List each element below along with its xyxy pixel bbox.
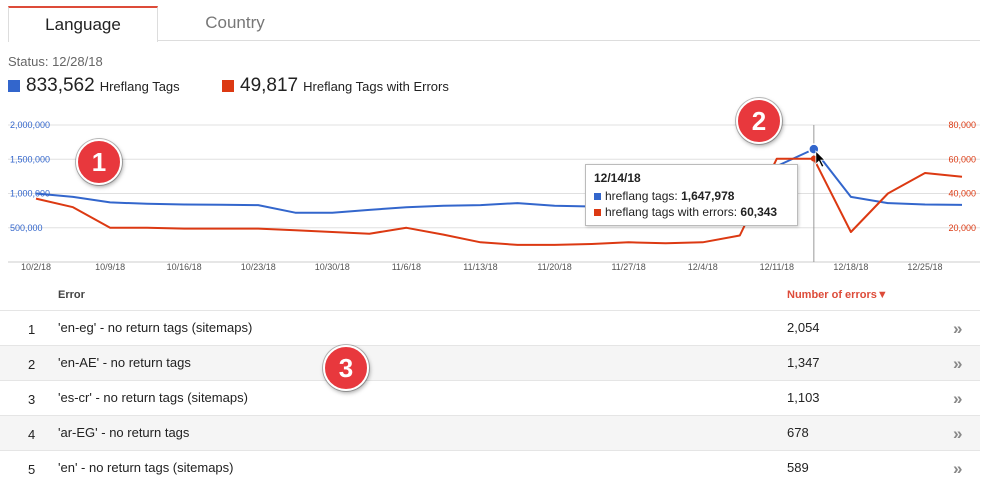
right-axis-tick-label: 40,000 <box>948 189 976 199</box>
x-axis-tick-label: 10/9/18 <box>95 262 125 272</box>
x-axis-tick-label: 12/4/18 <box>688 262 718 272</box>
legend-hreflang-tags[interactable]: 833,562 Hreflang Tags <box>8 74 180 98</box>
left-axis-tick-label: 1,000,000 <box>10 189 50 199</box>
row-index: 2 <box>28 357 36 372</box>
x-axis-tick-label: 11/20/18 <box>537 262 571 272</box>
table-row[interactable]: 1 'en-eg' - no return tags (sitemaps) 2,… <box>0 310 980 345</box>
table-row[interactable]: 4 'ar-EG' - no return tags 678 » <box>0 415 980 450</box>
row-error-count: 589 <box>787 460 809 475</box>
highlight-point-hreflang-errors <box>810 155 817 162</box>
double-chevron-right-icon[interactable]: » <box>953 354 963 373</box>
tooltip-value-tags: 1,647,978 <box>681 189 735 203</box>
legend-label-hreflang-errors: Hreflang Tags with Errors <box>303 78 449 94</box>
row-index: 5 <box>28 462 36 477</box>
series-line-hreflang-errors <box>35 157 963 246</box>
double-chevron-right-icon[interactable]: » <box>953 424 963 443</box>
row-index: 4 <box>28 427 36 442</box>
x-axis-tick-label: 12/18/18 <box>833 262 868 272</box>
right-axis-tick-label: 80,000 <box>948 120 976 130</box>
double-chevron-right-icon[interactable]: » <box>953 319 963 338</box>
hreflang-line-chart[interactable]: 2,000,000 80,000 1,500,000 60,000 1,000,000 4… <box>0 110 990 280</box>
row-error-count: 1,103 <box>787 390 820 405</box>
tab-country[interactable]: Country <box>205 13 265 32</box>
tooltip-row-tags: hreflang tags: 1,647,978 <box>594 189 789 203</box>
left-axis-tick-label: 2,000,000 <box>10 120 50 130</box>
tooltip-label-errors: hreflang tags with errors: <box>605 205 738 219</box>
tooltip-row-errors: hreflang tags with errors: 60,343 <box>594 205 789 219</box>
legend-swatch-blue <box>8 80 20 92</box>
chart-tooltip: 12/14/18 hreflang tags: 1,647,978 hrefla… <box>585 164 798 226</box>
row-error-count: 2,054 <box>787 320 820 335</box>
left-axis-tick-label: 500,000 <box>10 223 43 233</box>
tooltip-swatch-blue <box>594 192 601 200</box>
row-error: 'es-cr' - no return tags (sitemaps) <box>58 390 248 405</box>
x-axis-tick-label: 10/23/18 <box>241 262 276 272</box>
row-error: 'en-eg' - no return tags (sitemaps) <box>58 320 253 335</box>
total-hreflang-errors: 49,817 <box>240 75 299 96</box>
column-header-number-of-errors[interactable]: Number of errors▼ <box>787 289 888 301</box>
x-axis-tick-label: 10/30/18 <box>315 262 350 272</box>
row-index: 1 <box>28 322 36 337</box>
total-hreflang-tags: 833,562 <box>26 75 95 96</box>
table-row[interactable]: 2 'en-AE' - no return tags 1,347 » <box>0 345 980 380</box>
legend-hreflang-errors[interactable]: 49,817 Hreflang Tags with Errors <box>222 74 449 98</box>
x-axis-tick-label: 11/27/18 <box>611 262 645 272</box>
row-index: 3 <box>28 392 36 407</box>
row-error: 'en' - no return tags (sitemaps) <box>58 460 234 475</box>
table-row[interactable]: 3 'es-cr' - no return tags (sitemaps) 1,… <box>0 380 980 415</box>
row-error: 'en-AE' - no return tags <box>58 355 191 370</box>
row-error-count: 1,347 <box>787 355 820 370</box>
x-axis-tick-label: 12/11/18 <box>760 262 794 272</box>
annotation-marker-2: 2 <box>736 98 782 144</box>
annotation-marker-3: 3 <box>323 345 369 391</box>
legend-swatch-red <box>222 80 234 92</box>
right-axis-tick-label: 60,000 <box>948 154 976 164</box>
row-error-count: 678 <box>787 425 809 440</box>
double-chevron-right-icon[interactable]: » <box>953 459 963 478</box>
x-axis-tick-label: 10/16/18 <box>167 262 202 272</box>
x-axis-tick-label: 11/6/18 <box>392 262 421 272</box>
tooltip-label-tags: hreflang tags: <box>605 189 678 203</box>
mouse-cursor-icon <box>815 150 826 168</box>
tooltip-date: 12/14/18 <box>594 171 641 185</box>
table-header: Error Number of errors▼ <box>0 280 980 310</box>
series-line-hreflang-tags <box>35 148 963 214</box>
report-tabs: Language Country <box>8 6 980 42</box>
status-date: Status: 12/28/18 <box>8 54 103 69</box>
double-chevron-right-icon[interactable]: » <box>953 389 963 408</box>
tab-language[interactable]: Language <box>8 6 158 42</box>
table-row[interactable]: 5 'en' - no return tags (sitemaps) 589 » <box>0 450 980 485</box>
legend-label-hreflang-tags: Hreflang Tags <box>99 78 180 94</box>
right-axis-tick-label: 20,000 <box>948 223 976 233</box>
row-error: 'ar-EG' - no return tags <box>58 425 190 440</box>
annotation-marker-1: 1 <box>76 139 122 185</box>
errors-table: Error Number of errors▼ 1 'en-eg' - no r… <box>0 280 980 485</box>
x-axis-tick-label: 12/25/18 <box>907 262 942 272</box>
tooltip-swatch-red <box>594 208 601 216</box>
x-axis-tick-label: 11/13/18 <box>463 262 497 272</box>
tooltip-value-errors: 60,343 <box>740 205 778 219</box>
x-axis-tick-label: 10/2/18 <box>21 262 51 272</box>
left-axis-tick-label: 1,500,000 <box>10 154 50 164</box>
column-header-error[interactable]: Error <box>58 289 85 301</box>
